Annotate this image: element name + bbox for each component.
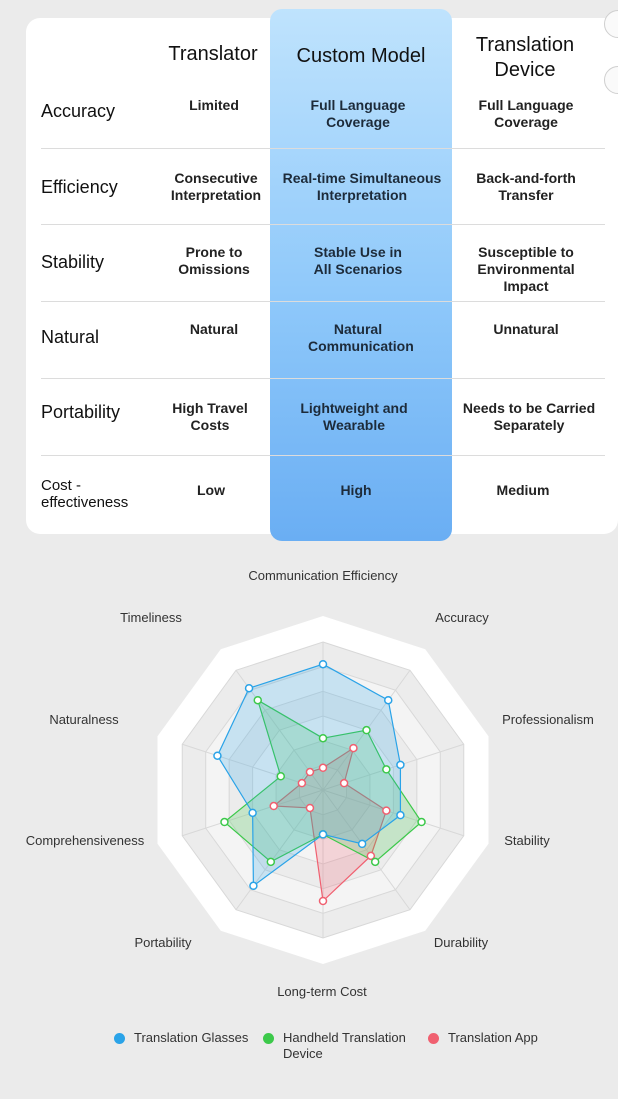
cell-translator: High Travel Costs bbox=[172, 400, 248, 433]
radar-point bbox=[220, 817, 229, 827]
radar-point bbox=[396, 760, 405, 770]
row-divider bbox=[41, 378, 605, 379]
legend-label: Handheld Translation Device bbox=[283, 1030, 406, 1061]
radar-point bbox=[382, 806, 391, 815]
radar-point bbox=[318, 896, 328, 906]
custom-model-highlight bbox=[270, 9, 452, 541]
cell-custom-model: Lightweight and Wearable bbox=[300, 400, 408, 433]
row-divider bbox=[41, 148, 605, 149]
radar-point bbox=[318, 659, 328, 669]
radar-axis-label: Timeliness bbox=[120, 610, 182, 625]
cell-translation-device: Full Language Coverage bbox=[478, 97, 574, 130]
col-header-custom-model: Custom Model bbox=[296, 45, 426, 67]
radar-point bbox=[318, 830, 328, 839]
cell-translator: Low bbox=[197, 482, 225, 498]
cell-translator: Limited bbox=[189, 97, 239, 113]
row-label-efficiency: Efficiency bbox=[41, 177, 118, 197]
radar-spoke bbox=[322, 789, 464, 837]
row-divider bbox=[41, 224, 605, 225]
radar-point bbox=[266, 857, 276, 867]
radar-point bbox=[253, 695, 263, 705]
cell-custom-model: High bbox=[340, 482, 372, 498]
radar-axis-label: Stability bbox=[504, 833, 550, 848]
radar-point bbox=[213, 751, 222, 760]
legend-item-glasses: Translation Glasses bbox=[114, 1030, 249, 1046]
radar-axis-label: Naturalness bbox=[49, 712, 119, 727]
cell-translation-device: Susceptible to Environmental Impact bbox=[477, 244, 575, 294]
radar-point bbox=[357, 839, 367, 849]
radar-point bbox=[366, 851, 376, 861]
radar-spoke bbox=[322, 789, 411, 911]
radar-svg: Communication Efficiency Accuracy Professi… bbox=[26, 568, 594, 999]
radar-axis-label: Professionalism bbox=[502, 712, 594, 727]
radar-point bbox=[249, 881, 258, 891]
row-label-cost-effectiveness: Cost -effectiveness bbox=[41, 477, 129, 511]
cell-translation-device: Unnatural bbox=[493, 321, 559, 337]
row-label-portability: Portability bbox=[41, 402, 121, 422]
radar-axis-label: Portability bbox=[134, 935, 192, 950]
row-label-natural: Natural bbox=[41, 327, 100, 347]
radar-point bbox=[383, 695, 393, 705]
radar-point bbox=[318, 733, 328, 743]
radar-point bbox=[305, 803, 315, 813]
legend-item-handheld: Handheld Translation Device bbox=[263, 1030, 423, 1062]
legend-item-app: Translation App bbox=[428, 1030, 538, 1046]
cell-custom-model: Natural Communication bbox=[308, 321, 414, 354]
corner-circle bbox=[604, 10, 618, 38]
radar-point bbox=[297, 778, 307, 788]
row-label-accuracy: Accuracy bbox=[41, 101, 116, 121]
legend-dot bbox=[114, 1033, 125, 1044]
radar-point bbox=[244, 683, 254, 693]
radar-point bbox=[339, 778, 349, 788]
radar-chart: Communication Efficiency Accuracy Professi… bbox=[0, 560, 618, 1030]
radar-axis-label: Long-term Cost bbox=[277, 984, 367, 999]
row-divider bbox=[41, 301, 605, 302]
radar-point bbox=[417, 817, 426, 827]
radar-axis-label: Accuracy bbox=[435, 610, 489, 625]
legend-dot bbox=[428, 1033, 439, 1044]
radar-axis-label: Durability bbox=[434, 935, 489, 950]
col-header-translation-device: Translation Device bbox=[475, 34, 575, 81]
radar-point bbox=[305, 767, 315, 777]
cell-custom-model: Stable Use in All Scenarios bbox=[313, 244, 403, 277]
cell-translation-device: Back-and-forth Transfer bbox=[476, 170, 576, 203]
cell-custom-model: Real-time Simultaneous Interpretation bbox=[282, 170, 442, 203]
row-divider bbox=[41, 455, 605, 456]
cell-translator: Consecutive Interpretation bbox=[170, 170, 262, 203]
radar-point bbox=[396, 810, 405, 820]
radar-point bbox=[382, 765, 391, 774]
radar-point bbox=[276, 772, 286, 781]
col-header-translator: Translator bbox=[168, 43, 258, 65]
radar-axis-label: Comprehensiveness bbox=[26, 833, 145, 848]
cell-translation-device: Medium bbox=[496, 482, 550, 498]
radar-point bbox=[269, 801, 278, 811]
radar-point bbox=[248, 808, 257, 818]
radar-point bbox=[349, 743, 358, 753]
radar-point bbox=[362, 725, 371, 735]
cell-custom-model: Full Language Coverage bbox=[310, 97, 406, 130]
radar-point bbox=[318, 763, 328, 773]
cell-translator: Natural bbox=[189, 321, 239, 337]
legend-dot bbox=[263, 1033, 274, 1044]
corner-circle bbox=[604, 66, 618, 94]
radar-point bbox=[370, 857, 380, 867]
legend-label: Translation Glasses bbox=[134, 1030, 249, 1045]
row-label-stability: Stability bbox=[41, 252, 105, 272]
legend-label: Translation App bbox=[448, 1030, 538, 1045]
cell-translator: Prone to Omissions bbox=[178, 244, 250, 277]
cell-translation-device: Needs to be Carried Separately bbox=[462, 400, 596, 433]
radar-axis-label: Communication Efficiency bbox=[248, 568, 398, 583]
